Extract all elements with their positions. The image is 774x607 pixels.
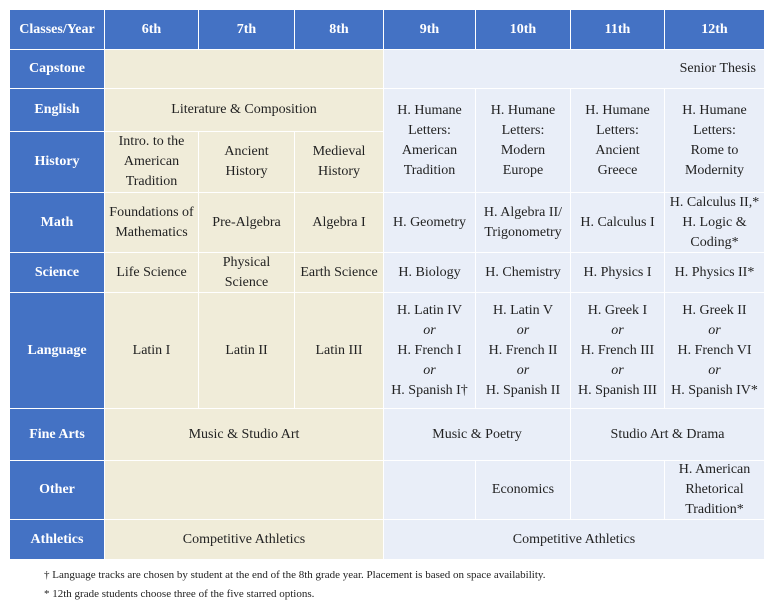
fine-arts-9th-10th: Music & Poetry xyxy=(384,409,570,460)
language-6th: Latin I xyxy=(105,293,198,408)
other-middle-school xyxy=(105,461,383,519)
curriculum-table: Classes/Year 6th 7th 8th 9th 10th 11th 1… xyxy=(10,10,764,563)
corner-header: Classes/Year xyxy=(10,10,104,49)
row-header-other: Other xyxy=(10,461,104,519)
other-11th xyxy=(571,461,664,519)
grade-header-12th: 12th xyxy=(665,10,764,49)
language-12th: H. Greek II or H. French VI or H. Spanis… xyxy=(665,293,764,408)
math-8th: Algebra I xyxy=(295,193,383,252)
senior-thesis: Senior Thesis xyxy=(679,61,756,76)
history-6th: Intro. to the American Tradition xyxy=(105,132,198,192)
humane-letters-9th: H. Humane Letters: American Tradition xyxy=(384,89,475,192)
grade-header-11th: 11th xyxy=(571,10,664,49)
athletics-high-school: Competitive Athletics xyxy=(384,520,764,559)
row-header-fine-arts: Fine Arts xyxy=(10,409,104,460)
grade-header-7th: 7th xyxy=(199,10,294,49)
row-header-science: Science xyxy=(10,253,104,292)
row-header-athletics: Athletics xyxy=(10,520,104,559)
footnote-star: * 12th grade students choose three of th… xyxy=(44,588,315,600)
language-7th: Latin II xyxy=(199,293,294,408)
grade-header-8th: 8th xyxy=(295,10,383,49)
footnote-dagger: † Language tracks are chosen by student … xyxy=(44,569,546,581)
math-12th: H. Calculus II,* H. Logic & Coding* xyxy=(665,193,764,252)
language-8th: Latin III xyxy=(295,293,383,408)
fine-arts-middle-school: Music & Studio Art xyxy=(105,409,383,460)
math-7th: Pre-Algebra xyxy=(199,193,294,252)
science-12th: H. Physics II* xyxy=(665,253,764,292)
math-10th: H. Algebra II/ Trigonometry xyxy=(476,193,570,252)
row-header-language: Language xyxy=(10,293,104,408)
capstone-middle-school xyxy=(105,50,383,88)
other-9th xyxy=(384,461,475,519)
science-10th: H. Chemistry xyxy=(476,253,570,292)
math-11th: H. Calculus I xyxy=(571,193,664,252)
math-6th: Foundations of Mathematics xyxy=(105,193,198,252)
science-8th: Earth Science xyxy=(295,253,383,292)
history-8th: Medieval History xyxy=(295,132,383,192)
footnotes: † Language tracks are chosen by student … xyxy=(44,566,545,604)
science-9th: H. Biology xyxy=(384,253,475,292)
humane-letters-10th: H. Humane Letters: Modern Europe xyxy=(476,89,570,192)
language-11th: H. Greek I or H. French III or H. Spanis… xyxy=(571,293,664,408)
humane-letters-11th: H. Humane Letters: Ancient Greece xyxy=(571,89,664,192)
humane-letters-12th: H. Humane Letters: Rome to Modernity xyxy=(665,89,764,192)
row-header-english: English xyxy=(10,89,104,131)
science-7th: Physical Science xyxy=(199,253,294,292)
row-header-history: History xyxy=(10,132,104,192)
row-header-math: Math xyxy=(10,193,104,252)
english-middle-school: Literature & Composition xyxy=(105,89,383,131)
capstone-12th: Senior Thesis xyxy=(384,50,764,88)
fine-arts-11th-12th: Studio Art & Drama xyxy=(571,409,764,460)
other-12th: H. American Rhetorical Tradition* xyxy=(665,461,764,519)
grade-header-9th: 9th xyxy=(384,10,475,49)
history-7th: Ancient History xyxy=(199,132,294,192)
grade-header-10th: 10th xyxy=(476,10,570,49)
science-11th: H. Physics I xyxy=(571,253,664,292)
row-header-capstone: Capstone xyxy=(10,50,104,88)
math-9th: H. Geometry xyxy=(384,193,475,252)
language-9th: H. Latin IV or H. French I or H. Spanish… xyxy=(384,293,475,408)
other-10th: Economics xyxy=(476,461,570,519)
grade-header-6th: 6th xyxy=(105,10,198,49)
science-6th: Life Science xyxy=(105,253,198,292)
language-10th: H. Latin V or H. French II or H. Spanish… xyxy=(476,293,570,408)
athletics-middle-school: Competitive Athletics xyxy=(105,520,383,559)
